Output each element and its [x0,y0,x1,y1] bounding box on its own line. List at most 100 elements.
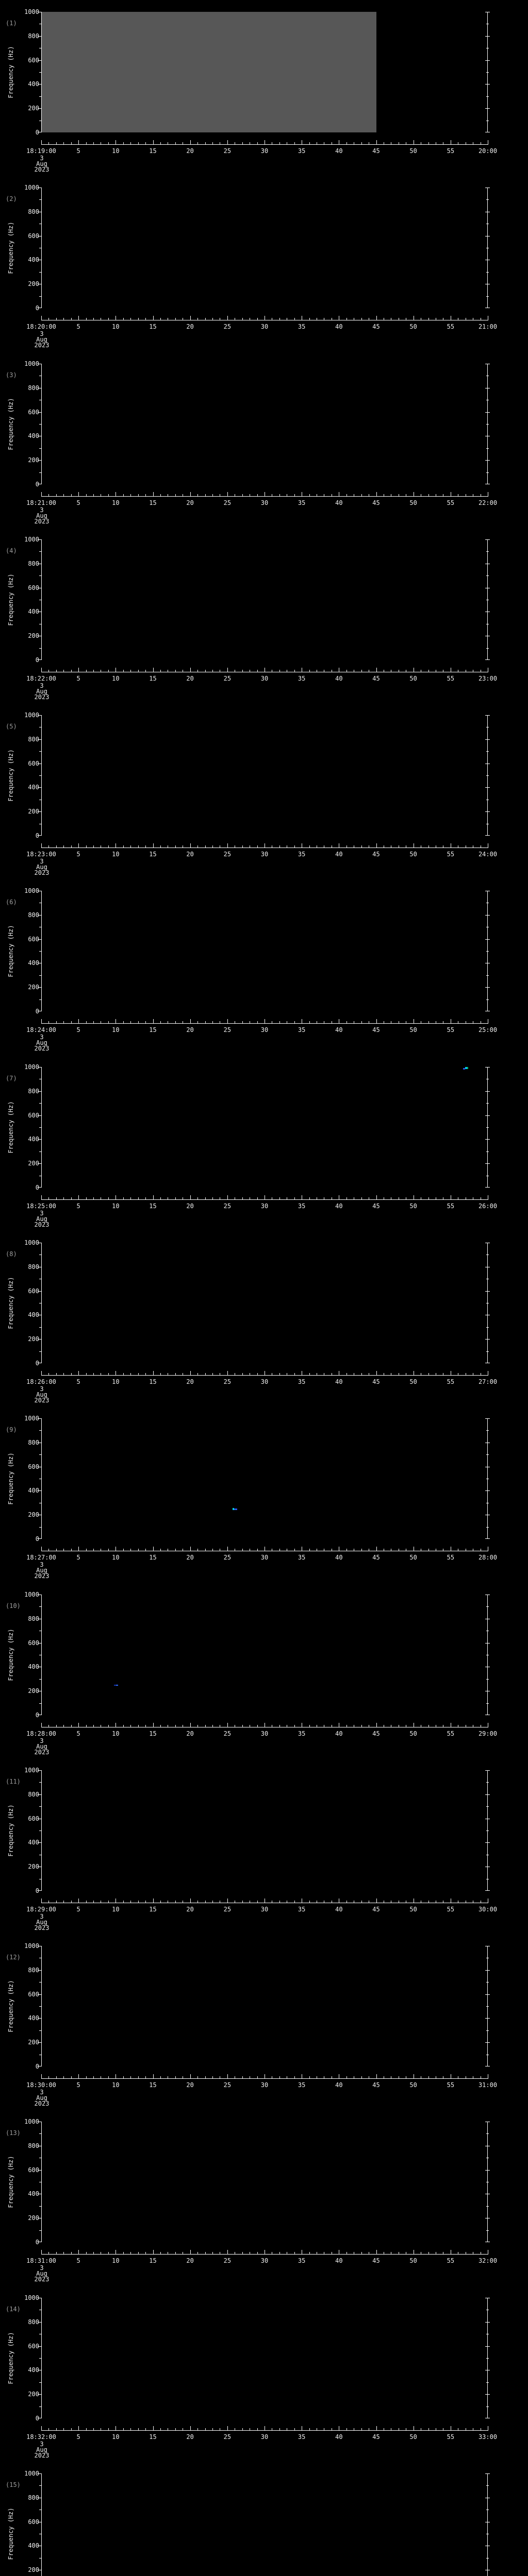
y-major-tick [38,36,41,37]
panel-number-label: (6) [6,899,17,906]
x-tick-label: 35 [298,1378,306,1385]
x-minor-tick [86,1373,87,1375]
x-tick-label: 10 [112,2081,120,2089]
burst-marker [234,1509,237,1511]
y-major-tick [38,412,41,413]
date-label: 3 Aug 2023 [35,155,50,173]
date-year: 2023 [34,869,50,876]
date-year: 2023 [34,1749,50,1756]
x-major-tick [227,1371,228,1375]
x-tick-label: 25 [223,2433,232,2441]
y-tick-label: 800 [28,1263,39,1270]
x-minor-tick [93,670,94,672]
x-minor-tick [279,670,280,672]
y-minor-tick [39,2382,41,2383]
time-tick-labels: 18:24:00 5 10 15 20 25 30 35 40 45 50 55 25:00 [0,1027,528,1034]
x-tick-label: 35 [298,1554,306,1561]
y-axis-title: Frequency (Hz) [7,573,14,626]
y-major-tick [38,2170,41,2171]
y-minor-tick [486,199,489,200]
y-tick-label: 0 [35,2415,39,2422]
y-tick-label: 1000 [24,360,39,367]
x-minor-tick [212,1197,213,1199]
x-minor-tick [48,1021,50,1023]
x-tick-label: 10 [112,1202,120,1210]
x-minor-tick [197,1373,199,1375]
x-minor-tick [130,1373,131,1375]
x-minor-tick [108,318,109,320]
x-minor-tick [197,142,199,144]
y-minor-tick [39,2406,41,2407]
y-minor-tick [39,272,41,273]
x-minor-tick [93,318,94,320]
x-tick-label: 10 [112,1554,120,1561]
x-tick-label: 55 [447,675,455,682]
x-minor-tick [242,1549,243,1551]
date-month: Aug [36,1743,47,1750]
x-major-tick [153,316,154,320]
date-label: 3 Aug 2023 [35,1738,50,1755]
x-minor-tick [205,845,206,848]
y-tick-label: 1000 [24,1063,39,1071]
x-major-tick [190,1547,191,1551]
x-tick-label: 45 [372,1202,380,1210]
x-major-tick [227,843,228,848]
x-major-tick [227,1899,228,1903]
x-tick-label: 50 [409,1202,417,1210]
x-minor-tick [294,2428,295,2430]
x-minor-tick [130,845,131,848]
date-year: 2023 [34,1572,50,1580]
date-month: Aug [36,1567,47,1574]
y-minor-tick [39,2485,41,2486]
y-tick-label: 400 [28,608,39,616]
x-tick-label: 20 [186,2081,194,2089]
y-major-tick [38,1115,41,1116]
x-minor-tick [212,845,213,848]
x-minor-tick [175,1725,176,1727]
y-tick-label: 800 [28,208,39,215]
y-tick-label: 600 [28,56,39,64]
x-major-tick [190,1371,191,1375]
y-tick-label: 400 [28,2190,39,2198]
y-axis-left-line [41,891,42,1011]
x-tick-label: 18:27:00 [26,1554,56,1561]
x-minor-tick [257,1725,258,1727]
x-tick-label: 40 [335,147,343,155]
x-minor-tick [175,142,176,144]
y-axis-title: Frequency (Hz) [7,1980,14,2032]
y-minor-tick [486,2230,489,2231]
time-axis [0,2250,528,2255]
x-major-tick [153,492,154,496]
x-tick-label: 40 [335,851,343,858]
time-tick-labels: 18:26:00 5 10 15 20 25 30 35 40 45 50 55 27:00 [0,1379,528,1386]
y-minor-tick [486,1606,489,1607]
y-major-tick [485,2346,490,2347]
x-minor-tick [309,494,310,496]
spectrogram-panel: (10) Frequency (Hz) 1000 800 600 400 200 0 18… [0,1591,528,1770]
y-tick-label: 0 [35,481,39,488]
x-minor-tick [346,494,347,496]
y-tick-label: 200 [28,808,39,816]
x-minor-tick [145,2076,146,2078]
x-tick-label: 55 [447,2081,455,2089]
x-major-tick [376,1547,377,1551]
time-tick-labels: 18:20:00 5 10 15 20 25 30 35 40 45 50 55 21:00 [0,324,528,331]
x-minor-tick [71,2252,72,2254]
x-tick-label: 45 [372,2433,380,2441]
x-tick-label: 20:00 [478,147,498,155]
x-tick-label: 30 [260,1026,269,1033]
x-minor-tick [428,1725,429,1727]
y-tick-label: 600 [28,2342,39,2350]
x-major-tick [376,2250,377,2254]
x-tick-label: 55 [447,2257,455,2264]
x-major-tick [227,2426,228,2430]
date-day: 3 [40,2441,44,2448]
x-minor-tick [63,2252,64,2254]
x-minor-tick [361,2076,362,2078]
x-minor-tick [93,1901,94,1903]
y-axis-title: Frequency (Hz) [7,925,14,977]
x-major-tick [153,2426,154,2430]
y-minor-tick [486,2006,489,2007]
x-tick-label: 5 [76,1202,80,1210]
